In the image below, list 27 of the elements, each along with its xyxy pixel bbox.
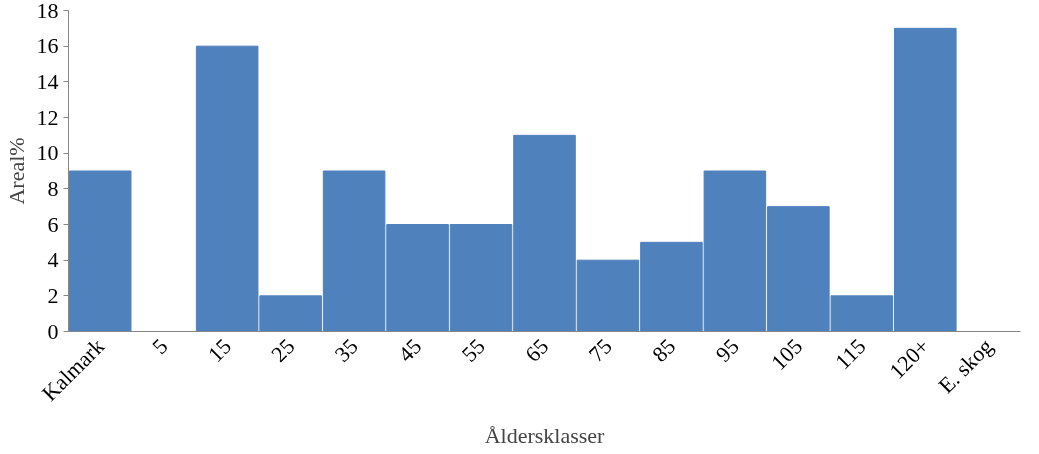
y-tick-label: 2: [47, 282, 59, 308]
x-tick-label: 35: [329, 333, 363, 367]
x-tick-label: 105: [766, 333, 808, 375]
x-tick-label: 25: [266, 333, 300, 367]
x-tick-label: 45: [393, 333, 427, 367]
x-tick-label: 95: [710, 333, 744, 367]
y-tick-label: 14: [36, 68, 59, 94]
y-tick-label: 16: [36, 33, 59, 59]
x-tick-label: 15: [202, 333, 237, 367]
x-tick-label: 65: [520, 333, 554, 367]
y-tick-label: 18: [36, 0, 59, 23]
x-tick-label: 85: [647, 333, 681, 367]
x-tick-label: 5: [147, 333, 173, 360]
x-tick-label: 55: [456, 333, 490, 367]
y-tick-label: 10: [36, 140, 59, 166]
y-tick-label: 0: [47, 318, 59, 344]
y-tick-label: 6: [47, 211, 59, 237]
x-tick-label: 115: [830, 333, 871, 375]
y-tick-label: 4: [47, 247, 59, 273]
x-tick-label: E. skog: [933, 333, 998, 399]
bar: [68, 170, 132, 332]
y-tick-label: 12: [36, 104, 59, 130]
x-tick-label: 75: [583, 333, 617, 367]
y-tick-label: 8: [47, 175, 59, 201]
x-axis-title: Åldersklasser: [484, 422, 606, 448]
x-tick-label: 120+: [884, 333, 935, 384]
y-axis-title: Areal%: [3, 137, 29, 205]
